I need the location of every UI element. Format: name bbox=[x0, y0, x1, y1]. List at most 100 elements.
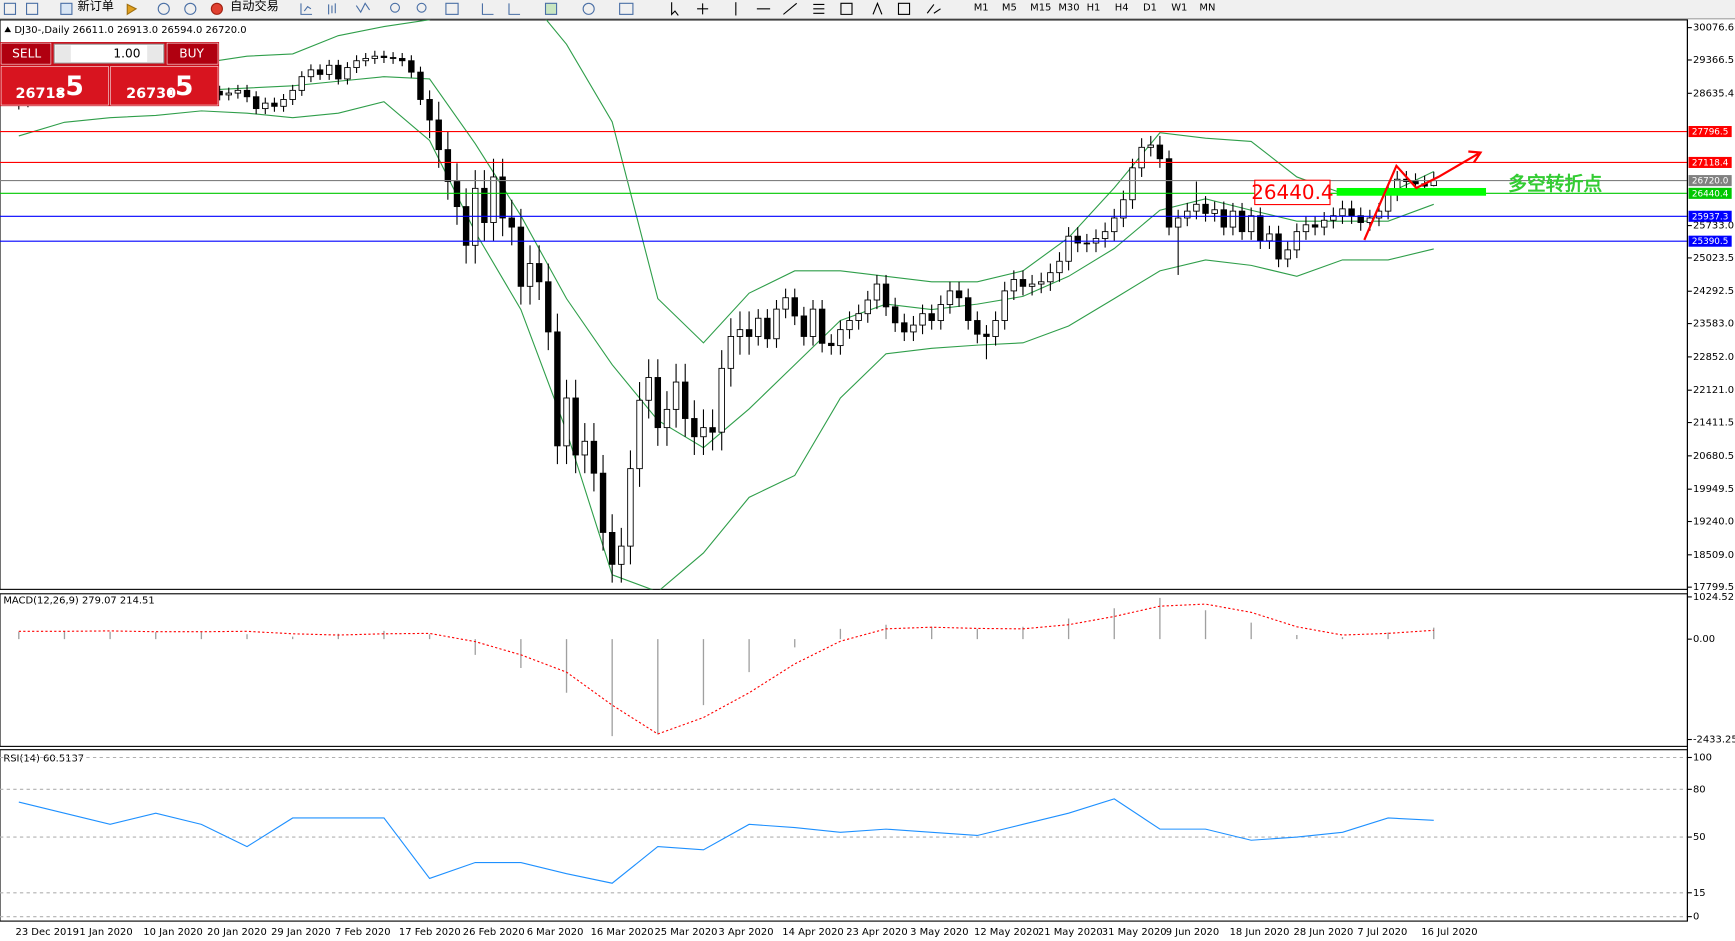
x-tick-label: 20 Jan 2020 bbox=[207, 927, 267, 938]
timeframe-button[interactable]: M30 bbox=[1058, 3, 1079, 14]
note-text: 多空转折点 bbox=[1508, 172, 1602, 195]
icon-button[interactable] bbox=[157, 2, 170, 15]
candle-body bbox=[563, 397, 570, 447]
candle-body bbox=[453, 181, 461, 208]
buy-label[interactable]: BUY bbox=[179, 47, 204, 61]
x-tick-label: 1 Jan 2020 bbox=[79, 927, 132, 938]
y-tick-label: 28635.4 bbox=[1693, 88, 1734, 99]
ask-fraction[interactable]: .5 bbox=[165, 71, 194, 102]
candle-body bbox=[618, 545, 625, 565]
candle-body bbox=[1010, 279, 1018, 292]
candle-body bbox=[691, 418, 698, 438]
timeframe-button[interactable]: H4 bbox=[1115, 3, 1129, 14]
icon-button[interactable] bbox=[619, 2, 634, 15]
candle-body bbox=[1257, 215, 1264, 242]
y-tick-label: 22121.0 bbox=[1693, 385, 1734, 396]
line-plot bbox=[18, 798, 1434, 884]
icon-button[interactable] bbox=[184, 2, 197, 15]
y-tick-label: 20680.5 bbox=[1693, 451, 1734, 462]
price-level-tag bbox=[1688, 210, 1732, 222]
sell-price-button[interactable] bbox=[0, 66, 109, 106]
text-tool[interactable] bbox=[872, 1, 883, 15]
buy-price-button[interactable] bbox=[110, 66, 219, 106]
candle-body bbox=[1111, 217, 1118, 233]
macd-pane bbox=[0, 593, 1688, 747]
candle-body bbox=[1101, 231, 1109, 239]
candle-body bbox=[399, 58, 406, 62]
candle-body bbox=[818, 308, 826, 344]
candle-body bbox=[1019, 279, 1027, 287]
zoom-in[interactable] bbox=[390, 2, 401, 13]
icon-button[interactable] bbox=[328, 3, 336, 15]
candle-body bbox=[837, 329, 844, 347]
bid-price[interactable]: 26718 bbox=[15, 86, 65, 102]
line-series bbox=[18, 798, 1434, 884]
label-tool[interactable] bbox=[897, 2, 911, 15]
candle-body bbox=[636, 399, 643, 470]
new-order-icon[interactable] bbox=[60, 2, 73, 15]
icon-button[interactable] bbox=[582, 2, 595, 15]
timeframe-button[interactable]: M5 bbox=[1002, 3, 1017, 14]
candle-body bbox=[435, 119, 442, 151]
icon-button[interactable] bbox=[26, 2, 39, 15]
toolbar-label[interactable]: 新订单 bbox=[77, 0, 113, 13]
icon-button[interactable] bbox=[445, 2, 459, 15]
candle-body bbox=[307, 69, 315, 78]
candle-body bbox=[417, 71, 424, 100]
auto-trading-icon[interactable] bbox=[210, 2, 223, 15]
channel-tool[interactable] bbox=[813, 3, 825, 14]
icon-button[interactable] bbox=[3, 2, 17, 15]
candle-body bbox=[1302, 224, 1310, 233]
icon-button[interactable] bbox=[481, 3, 494, 15]
crosshair[interactable] bbox=[697, 3, 709, 15]
candle-body bbox=[426, 99, 433, 121]
buy-button[interactable] bbox=[166, 42, 219, 65]
x-tick-label: 3 May 2020 bbox=[910, 927, 969, 938]
arrow-tool[interactable] bbox=[926, 4, 941, 14]
timeframe-button[interactable]: M1 bbox=[974, 3, 989, 14]
price-level-label: 26720.0 bbox=[1692, 177, 1729, 187]
timeframe-button[interactable]: M15 bbox=[1030, 3, 1051, 14]
y-tick-label: 24292.5 bbox=[1693, 286, 1734, 297]
timeframe-button[interactable]: MN bbox=[1199, 3, 1215, 14]
x-tick-label: 25 Mar 2020 bbox=[654, 927, 717, 938]
volume-down[interactable] bbox=[55, 45, 71, 62]
sell-button[interactable] bbox=[0, 42, 52, 65]
candle-body bbox=[1184, 210, 1191, 219]
candle-body bbox=[389, 57, 397, 59]
arrow-path bbox=[1363, 152, 1479, 241]
timeframe-button[interactable]: H1 bbox=[1087, 3, 1101, 14]
y-tick-label: 22852.0 bbox=[1693, 352, 1734, 363]
candle-body bbox=[828, 342, 835, 347]
volume-input[interactable] bbox=[53, 43, 165, 64]
timeframe-button[interactable]: W1 bbox=[1171, 3, 1187, 14]
x-tick-label: 18 Jun 2020 bbox=[1230, 927, 1290, 938]
toolbar-label[interactable]: 自动交易 bbox=[230, 0, 279, 13]
bid-fraction[interactable]: .5 bbox=[55, 71, 84, 102]
candle-body bbox=[1202, 203, 1209, 214]
candle-body bbox=[873, 283, 881, 301]
candle-body bbox=[554, 331, 561, 447]
icon-button[interactable] bbox=[300, 3, 313, 15]
trendline-tool[interactable] bbox=[783, 2, 798, 15]
sell-label[interactable]: SELL bbox=[12, 47, 41, 61]
candle-body bbox=[846, 320, 853, 331]
icon-button[interactable] bbox=[508, 3, 521, 15]
volume-value[interactable]: 1.00 bbox=[113, 47, 140, 61]
candle-body bbox=[408, 60, 415, 73]
candle-body bbox=[773, 308, 780, 340]
candle-body bbox=[262, 102, 269, 110]
candle-body bbox=[298, 76, 306, 91]
candle-body bbox=[1156, 144, 1164, 160]
cursor[interactable] bbox=[671, 2, 679, 16]
timeframe-button[interactable]: D1 bbox=[1143, 3, 1157, 14]
fibo-tool[interactable] bbox=[840, 2, 853, 15]
zoom-out[interactable] bbox=[416, 2, 427, 13]
icon-button[interactable] bbox=[544, 2, 558, 15]
y-tick-label: -2433.25 bbox=[1693, 735, 1735, 746]
icon-button[interactable] bbox=[126, 3, 138, 16]
ask-price[interactable]: 26730 bbox=[126, 86, 176, 102]
volume-up[interactable] bbox=[147, 45, 163, 62]
icon-button[interactable] bbox=[355, 2, 371, 14]
